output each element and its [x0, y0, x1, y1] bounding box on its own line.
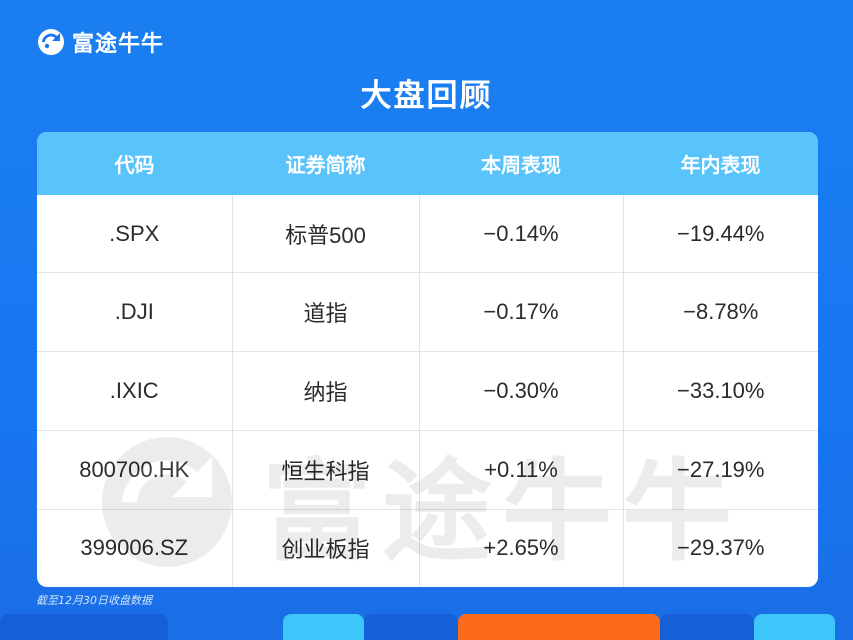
- market-review-card: 富途牛牛 代码 证券简称 本周表现 年内表现 .SPX 标普500 −0.14%…: [37, 132, 818, 587]
- table-row: .SPX 标普500 −0.14% −19.44%: [37, 195, 818, 274]
- cell-week: −0.30%: [419, 351, 624, 431]
- header-year: 年内表现: [623, 132, 818, 195]
- cell-name: 恒生科指: [232, 430, 420, 510]
- cell-code: 399006.SZ: [37, 509, 233, 587]
- cell-name: 创业板指: [232, 509, 420, 587]
- table-row: 800700.HK 恒生科指 +0.11% −27.19%: [37, 430, 818, 510]
- cell-code: .SPX: [37, 195, 233, 274]
- bottom-decor-bar-4: [458, 614, 660, 640]
- cell-name: 纳指: [232, 351, 420, 431]
- cell-year: −29.37%: [677, 535, 765, 561]
- futu-logo-icon: [38, 29, 64, 55]
- header-week: 本周表现: [419, 132, 623, 195]
- cell-code: 800700.HK: [37, 430, 233, 510]
- table-row: 399006.SZ 创业板指 +2.65% −29.37%: [37, 509, 818, 587]
- cell-code: .IXIC: [37, 351, 233, 431]
- cell-name: 标普500: [232, 195, 420, 274]
- cell-year: −27.19%: [623, 430, 818, 510]
- cell-year: −8.78%: [623, 272, 818, 353]
- bottom-decor-bar-6: [754, 614, 835, 640]
- bottom-decor-bar-1: [0, 614, 168, 640]
- bottom-decor-bar-2: [283, 614, 364, 640]
- cell-week: +0.11%: [419, 430, 624, 510]
- cell-year: −19.44%: [623, 195, 818, 274]
- brand-logo: 富途牛牛: [36, 26, 164, 58]
- cell-code: .DJI: [37, 272, 233, 353]
- header-code: 代码: [37, 132, 232, 195]
- brand-name: 富途牛牛: [72, 32, 165, 57]
- cell-week: −0.17%: [419, 272, 624, 353]
- cell-week: −0.14%: [419, 195, 624, 274]
- table-header-row: 代码 证券简称 本周表现 年内表现: [37, 132, 818, 195]
- market-table: 代码 证券简称 本周表现 年内表现 .SPX 标普500 −0.14% −19.…: [37, 132, 818, 587]
- cell-year: −33.10%: [623, 351, 818, 431]
- bottom-decor-bar-5: [660, 614, 754, 640]
- cell-name: 道指: [232, 272, 420, 353]
- table-row: .IXIC 纳指 −0.30% −33.10%: [37, 351, 818, 431]
- cell-week: +2.65%: [419, 509, 624, 587]
- header-name: 证券简称: [232, 132, 419, 195]
- data-footnote: 截至12月30日收盘数据: [36, 594, 152, 607]
- page-title: 大盘回顾: [360, 78, 493, 114]
- bottom-decor-bar-3: [364, 614, 458, 640]
- table-row: .DJI 道指 −0.17% −8.78%: [37, 272, 818, 353]
